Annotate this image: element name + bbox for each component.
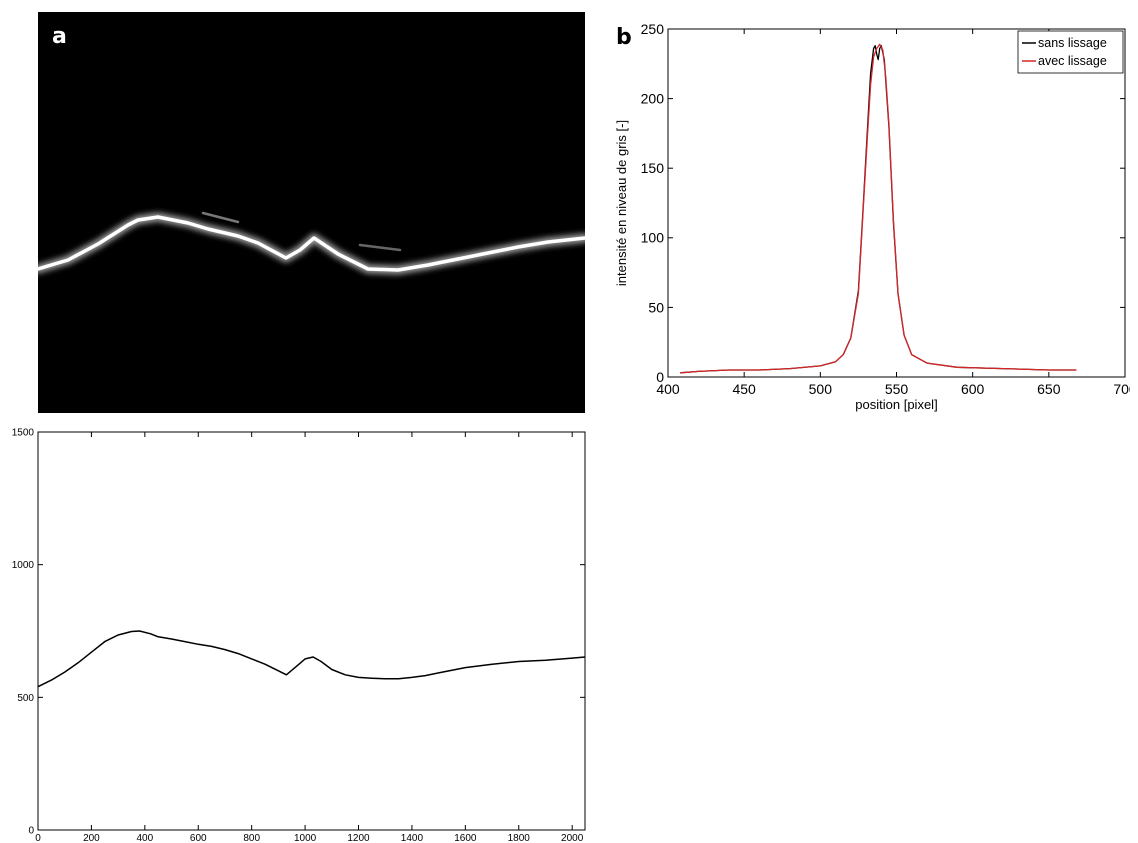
x-tick-label: 650 [1037,381,1061,397]
x-tick-label: 400 [136,833,153,843]
faint-streak [358,243,402,252]
y-tick-label: 200 [641,91,665,107]
chart-b: 400 450 500 550 600 650 700 0 50 100 150 200 250 posi… [614,21,1130,412]
bright-trace-glow [38,212,585,275]
x-tick-label: 550 [885,381,909,397]
legend-entry: sans lissage [1038,36,1107,50]
panel-letter-a: a [52,24,67,49]
x-tick-label: 600 [190,833,207,843]
y-tick-label: 500 [17,693,34,704]
y-tick-label: 0 [28,826,34,837]
panel-letter-b: b [616,25,632,50]
panel-a-svg [38,211,585,275]
x-tick-label: 1600 [454,833,477,843]
legend-box [1017,30,1124,74]
y-tick-label: 250 [641,21,665,37]
x-tick-label: 1800 [508,833,531,843]
x-tick-label: 700 [1113,381,1130,397]
plot-frame [667,28,1126,378]
faint-streak [201,211,240,224]
x-tick-label: 0 [35,833,41,843]
legend-entry: avec lissage [1038,54,1107,68]
x-tick-label: 800 [243,833,260,843]
y-tick-label: 0 [656,369,664,385]
panel-a-image [38,12,585,413]
y-tick-label: 1000 [12,560,35,571]
x-tick-label: 200 [83,833,100,843]
series-line-0 [37,630,586,688]
y-axis-label: intensité en niveau de gris [-] [614,120,629,286]
x-tick-label: 500 [809,381,833,397]
x-tick-label: 450 [732,381,756,397]
x-tick-label: 1400 [401,833,424,843]
x-tick-label: 2000 [561,833,584,843]
chart-c: 0 200 400 600 800 1000 1200 1400 1600 1800 2000 0 50… [12,428,586,843]
y-tick-label: 150 [641,160,665,176]
x-tick-label: 400 [656,381,680,397]
x-axis-label: position [pixel] [855,397,937,412]
x-tick-label: 1000 [294,833,317,843]
bright-trace [38,215,585,272]
x-tick-label: 1200 [347,833,370,843]
x-tick-label: 600 [961,381,985,397]
y-tick-label: 1500 [12,428,35,439]
plot-frame [37,431,586,831]
y-tick-label: 50 [648,299,664,315]
y-tick-label: 100 [641,230,665,246]
series-line-1 [680,43,1077,374]
